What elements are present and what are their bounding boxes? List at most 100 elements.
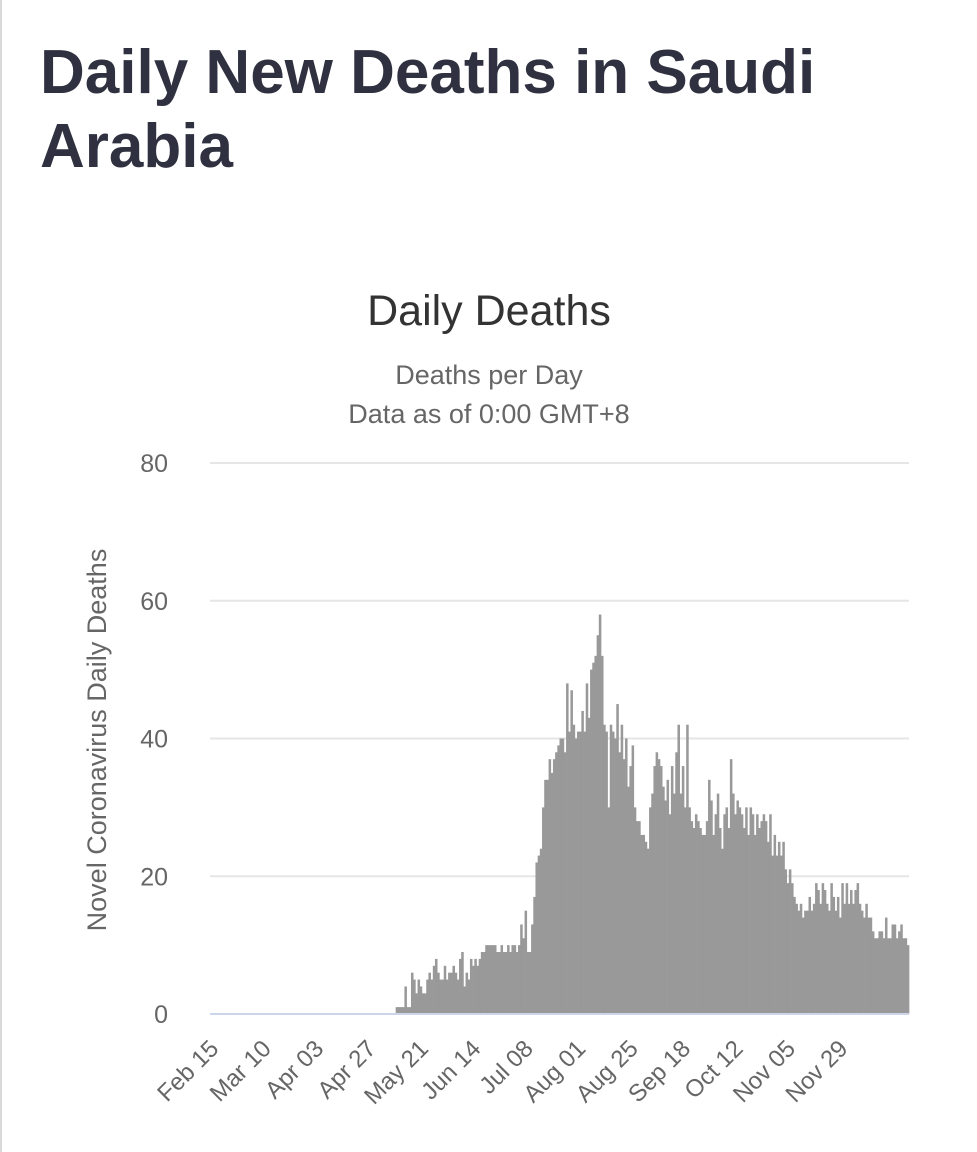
bar [566, 683, 569, 1014]
bar [740, 814, 744, 1014]
bar [397, 1007, 401, 1014]
bars [395, 614, 910, 1015]
bar [472, 965, 475, 1014]
bar [646, 848, 650, 1014]
bar [535, 862, 538, 1014]
bar [504, 952, 508, 1014]
bar [893, 924, 897, 1014]
bar [729, 759, 733, 1014]
bar [542, 807, 545, 1015]
bar [786, 883, 790, 1014]
bar [681, 766, 685, 1014]
bar [474, 958, 477, 1014]
y-tick-label: 20 [140, 863, 168, 891]
bar [753, 834, 757, 1014]
bar [491, 945, 495, 1015]
bar [533, 896, 536, 1014]
bar [668, 814, 672, 1014]
bar [655, 752, 659, 1014]
bar [406, 1007, 410, 1014]
bar [664, 800, 667, 1014]
bar [552, 759, 556, 1014]
bar [568, 731, 571, 1014]
bar [762, 814, 766, 1014]
chart-subtitle-2: Data as of 0:00 GMT+8 [348, 399, 629, 429]
bar [607, 807, 611, 1015]
bar [424, 993, 427, 1014]
bar [828, 910, 831, 1014]
bar [843, 903, 846, 1014]
bar [736, 800, 739, 1014]
bar [821, 883, 825, 1014]
y-tick-label: 0 [154, 1001, 168, 1029]
x-tick-label: Jun 14 [416, 1035, 486, 1105]
bar [841, 883, 844, 1014]
bar [904, 938, 908, 1014]
bar [445, 979, 449, 1014]
bar [408, 1007, 412, 1014]
bar [659, 766, 663, 1014]
bar [869, 917, 873, 1014]
bar [900, 924, 903, 1014]
bar [742, 828, 746, 1014]
bar [906, 945, 910, 1015]
bar [450, 972, 453, 1014]
bar [825, 903, 829, 1014]
bar [723, 814, 726, 1014]
bar [563, 752, 567, 1014]
bar [635, 821, 639, 1014]
bar [734, 814, 737, 1014]
bar [651, 793, 654, 1014]
bar [834, 910, 838, 1014]
bar [579, 731, 582, 1014]
bar [432, 965, 436, 1014]
bar [583, 731, 587, 1014]
bar [718, 828, 722, 1014]
left-border [0, 0, 2, 1152]
bar [461, 952, 464, 1014]
bar [400, 1007, 403, 1014]
bar [485, 945, 488, 1015]
bar [710, 800, 713, 1014]
bar [546, 779, 549, 1014]
bar [732, 793, 735, 1014]
bar [806, 910, 809, 1014]
bar [439, 979, 442, 1014]
bar [594, 655, 597, 1014]
y-axis-label: Novel Coronavirus Daily Deaths [82, 549, 112, 932]
bar [483, 952, 486, 1014]
bar [847, 903, 851, 1014]
bar [561, 738, 565, 1014]
bar [507, 945, 510, 1015]
bar [441, 979, 445, 1014]
bar [629, 766, 632, 1014]
bar [699, 828, 702, 1014]
bar [419, 986, 423, 1014]
bar [404, 986, 407, 1014]
bar [633, 807, 637, 1015]
x-tick-label: Apr 03 [260, 1035, 329, 1104]
bar [539, 848, 543, 1014]
bar [625, 738, 628, 1014]
bar [596, 635, 600, 1014]
bar [795, 903, 798, 1014]
bar [871, 931, 875, 1014]
bar [480, 952, 484, 1014]
bar [804, 910, 807, 1014]
bar [550, 772, 554, 1014]
bar [714, 814, 718, 1014]
bar [690, 821, 694, 1014]
bar [701, 834, 705, 1014]
bar [677, 724, 680, 1014]
bar [882, 938, 886, 1014]
y-axis-ticks: 0 20 40 60 80 [140, 450, 168, 1029]
bar [413, 979, 416, 1014]
bar [528, 952, 532, 1014]
y-tick-label: 40 [140, 726, 168, 754]
bar [513, 945, 517, 1015]
bar [902, 938, 905, 1014]
page-title: Daily New Deaths in Saudi Arabia [40, 38, 816, 181]
bar [777, 841, 781, 1014]
